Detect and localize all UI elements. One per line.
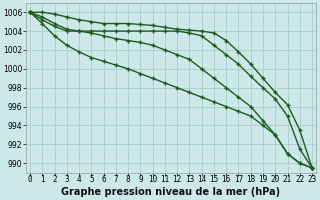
X-axis label: Graphe pression niveau de la mer (hPa): Graphe pression niveau de la mer (hPa) bbox=[61, 187, 281, 197]
